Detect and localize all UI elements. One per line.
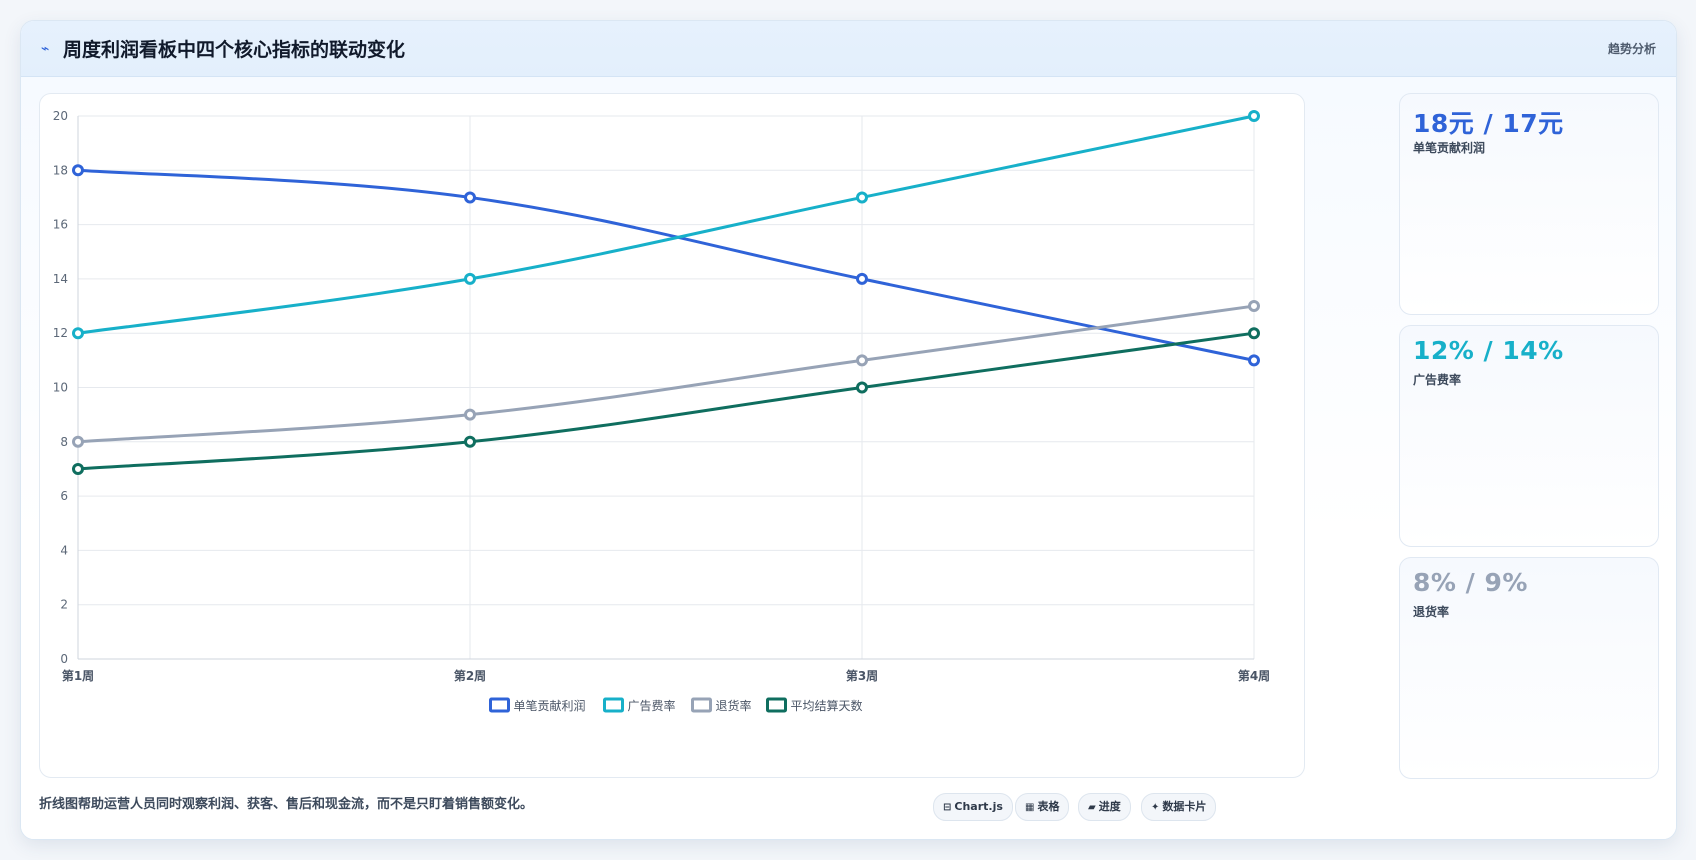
data-point	[464, 191, 476, 204]
chip-chartjs[interactable]: ⊟ Chart.js	[933, 793, 1013, 821]
kpi-value: 8% / 9%	[1413, 568, 1528, 597]
chip-label: 表格	[1037, 800, 1060, 813]
kpi-label: 单笔贡献利润	[1413, 141, 1486, 155]
page-title: 周度利润看板中四个核心指标的联动变化	[63, 39, 406, 61]
chip-label: Chart.js	[954, 800, 1003, 813]
kpi-card-ad-cost-rate: 12% / 14% 广告费率	[1399, 325, 1659, 547]
chip-label: 数据卡片	[1162, 800, 1207, 813]
data-point	[464, 272, 476, 285]
y-tick-label: 0	[60, 652, 68, 666]
kpi-card-contribution-profit: 18元 / 17元 单笔贡献利润	[1399, 93, 1659, 315]
data-point	[72, 462, 84, 475]
legend-swatch	[691, 697, 712, 713]
card-header: ⌁ 周度利润看板中四个核心指标的联动变化 趋势分析	[21, 21, 1676, 77]
y-tick-label: 2	[60, 598, 68, 612]
data-point	[72, 164, 84, 177]
y-tick-label: 6	[60, 489, 68, 503]
chip-progress[interactable]: ▰ 进度	[1078, 793, 1131, 821]
series-line-4	[77, 331, 1255, 471]
x-tick-label: 第2周	[454, 668, 486, 683]
trend-analysis-badge[interactable]: 趋势分析	[1607, 42, 1656, 56]
chip-data-card[interactable]: ✦ 数据卡片	[1141, 793, 1217, 821]
data-point	[856, 191, 868, 204]
legend-swatch	[603, 697, 624, 713]
chart-panel: 0 2 4 6 8 10 12 14 16 18 20 第1周 第2周 第3周 第4周单笔贡献利润 广告费率 退…	[39, 93, 1305, 778]
legend-swatch	[489, 697, 510, 713]
data-point	[1248, 300, 1260, 313]
data-point	[72, 327, 84, 340]
y-tick-label: 18	[53, 163, 68, 177]
data-point	[1248, 327, 1260, 340]
kpi-label: 广告费率	[1413, 373, 1462, 387]
chip-table[interactable]: ▦ 表格	[1015, 793, 1070, 821]
x-tick-label: 第4周	[1238, 668, 1270, 683]
legend-label: 平均结算天数	[791, 698, 863, 713]
y-tick-label: 12	[53, 326, 68, 340]
legend-swatch	[766, 697, 787, 713]
kpi-value: 18元 / 17元	[1413, 109, 1564, 138]
legend-label: 退货率	[716, 698, 752, 713]
table-icon: ▦	[1025, 802, 1035, 813]
chart-description: 折线图帮助运营人员同时观察利润、获客、售后和现金流，而不是只盯着销售额变化。	[39, 797, 534, 812]
database-icon: ⊟	[943, 802, 952, 813]
data-point	[856, 272, 868, 285]
legend-label: 广告费率	[628, 698, 676, 713]
kpi-card-return-rate: 8% / 9% 退货率	[1399, 557, 1659, 779]
y-tick-label: 4	[60, 543, 68, 557]
data-point	[72, 435, 84, 448]
series-line-2	[77, 114, 1255, 335]
progress-icon: ▰	[1088, 802, 1096, 813]
y-tick-label: 14	[53, 272, 68, 286]
kpi-value: 12% / 14%	[1413, 336, 1564, 365]
x-tick-label: 第3周	[846, 668, 878, 683]
data-point	[1248, 110, 1260, 122]
sparkle-icon: ✦	[1151, 802, 1160, 813]
data-point	[464, 435, 476, 448]
dashboard-card: ⌁ 周度利润看板中四个核心指标的联动变化 趋势分析 0 2 4 6 8 10 12 14 16 1…	[20, 20, 1677, 840]
series-line-3	[77, 304, 1255, 444]
legend-label: 单笔贡献利润	[514, 698, 586, 713]
y-tick-label: 16	[53, 218, 68, 232]
chip-label: 进度	[1098, 800, 1121, 813]
y-tick-label: 10	[53, 381, 68, 395]
data-point	[1248, 354, 1260, 367]
data-point	[856, 354, 868, 367]
data-point	[464, 408, 476, 421]
y-tick-label: 20	[53, 109, 68, 123]
y-tick-label: 8	[60, 435, 68, 449]
data-point	[856, 381, 868, 394]
trend-line-icon: ⌁	[41, 41, 50, 57]
kpi-label: 退货率	[1413, 605, 1450, 619]
x-tick-label: 第1周	[62, 668, 94, 683]
